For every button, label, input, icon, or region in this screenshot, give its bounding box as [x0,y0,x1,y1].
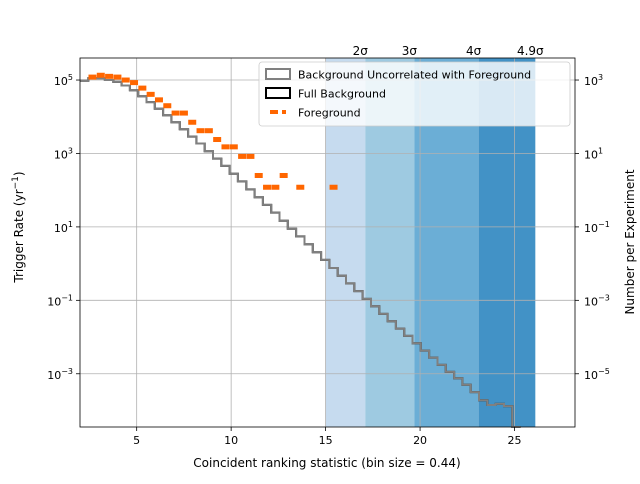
sigma-label: 4.9σ [517,44,544,58]
foreground-marker [238,153,247,159]
sigma-labels: 2σ 3σ 4σ 4.9σ [353,44,544,58]
x-axis-label: Coincident ranking statistic (bin size =… [193,456,460,470]
foreground-marker [196,128,205,134]
legend-label-full-background: Full Background [298,88,386,101]
foreground-marker [154,97,163,103]
y2-axis-label: Number per Experiment [623,169,637,314]
foreground-marker [279,172,288,178]
sigma-label: 4σ [466,44,482,58]
sigma-label: 3σ [402,44,418,58]
x-tick-label: 20 [413,434,427,447]
foreground-marker [229,144,238,150]
y-axis-ticks: 10−3 10−1 101 103 105 [47,73,80,382]
foreground-marker [121,77,130,83]
legend-label-uncorrelated: Background Uncorrelated with Foreground [298,69,531,82]
y-axis-label-exponent: −1 [11,176,21,189]
y-tick-label: 101 [54,220,73,235]
y2-axis-ticks: 10−5 10−3 10−1 101 103 [575,73,610,382]
legend: Background Uncorrelated with Foreground … [258,61,571,127]
uncorrelated-background-series [80,77,521,428]
foreground-marker [113,74,122,80]
foreground-marker [138,85,147,91]
foreground-marker [96,72,105,78]
foreground-marker [329,184,338,190]
foreground-marker [221,144,230,150]
y-axis-label: Trigger Rate (yr−1) [11,171,26,283]
foreground-marker [88,74,97,80]
x-tick-label: 15 [319,434,333,447]
y2-tick-label: 10−5 [584,367,610,382]
foreground-marker [105,73,114,79]
foreground-marker [130,80,139,86]
y-axis-label-base: Trigger Rate (yr [12,189,26,283]
y-tick-label: 103 [54,146,73,161]
uncorrelated-background-step-line [80,77,521,428]
foreground-marker [204,128,213,134]
x-axis-ticks: 5 10 15 20 25 [133,427,522,447]
foreground-marker [213,137,222,143]
y-tick-label: 10−1 [47,293,73,308]
legend-label-foreground: Foreground [298,107,361,120]
x-tick-label: 5 [133,434,140,447]
foreground-marker [296,184,305,190]
y2-tick-label: 103 [584,73,603,88]
plot-frame [79,57,576,428]
foreground-marker [146,91,155,97]
y-axis-label-close: ) [12,171,26,176]
y2-tick-label: 10−3 [584,293,610,308]
foreground-series [88,72,338,190]
foreground-marker [163,103,172,109]
y2-tick-label: 10−1 [584,220,610,235]
x-tick-label: 25 [508,434,522,447]
foreground-marker [263,184,272,190]
foreground-marker [188,119,197,125]
y2-tick-label: 101 [584,146,603,161]
x-tick-label: 10 [224,434,238,447]
legend-frame [258,61,571,127]
legend-swatch-full-background [265,87,291,99]
sigma-label: 2σ [353,44,369,58]
y-tick-label: 10−3 [47,367,73,382]
foreground-marker [254,172,263,178]
y-tick-label: 105 [54,73,73,88]
foreground-marker [246,153,255,159]
foreground-marker [171,110,180,116]
foreground-marker [179,110,188,116]
foreground-marker [271,184,280,190]
legend-swatch-uncorrelated [265,68,291,80]
